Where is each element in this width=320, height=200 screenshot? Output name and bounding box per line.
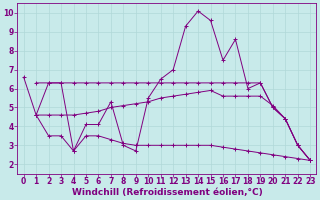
X-axis label: Windchill (Refroidissement éolien,°C): Windchill (Refroidissement éolien,°C)	[72, 188, 262, 197]
